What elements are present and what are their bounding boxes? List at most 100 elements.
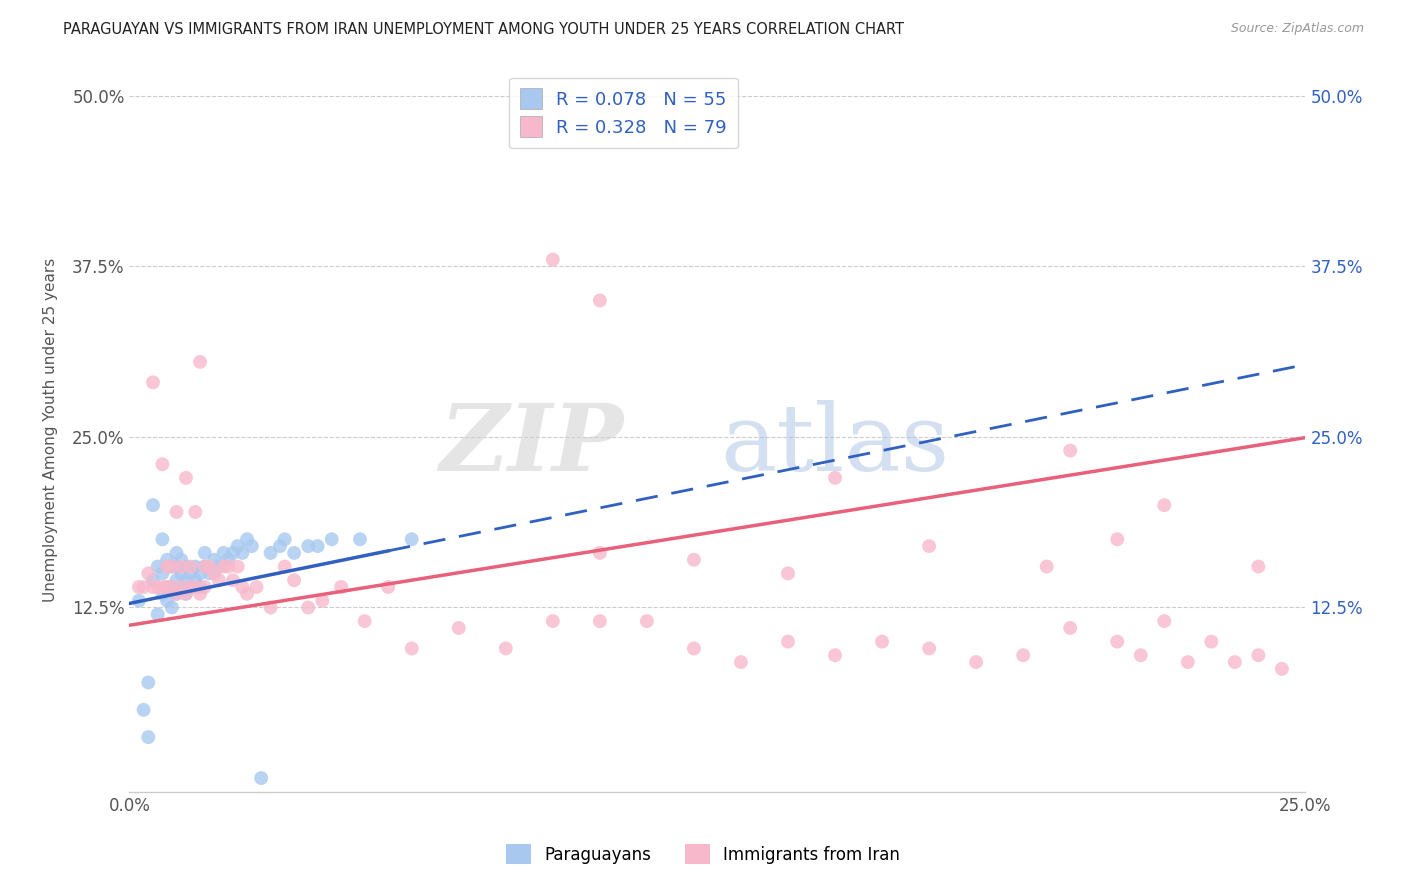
Point [1107,533,1129,547]
Point [231,546,253,560]
Point [146,607,169,622]
Y-axis label: Unemployment Among Youth under 25 years: Unemployment Among Youth under 25 years [44,258,58,602]
Point [918,539,941,553]
Point [824,471,846,485]
Point [152,566,174,581]
Point [166,505,188,519]
Point [1107,634,1129,648]
Point [198,559,221,574]
Point [184,580,207,594]
Point [142,573,165,587]
Point [174,573,197,587]
Point [222,546,245,560]
Point [202,566,225,581]
Point [166,573,188,587]
Point [180,580,202,594]
Point [259,546,281,560]
Legend: Paraguayans, Immigrants from Iran: Paraguayans, Immigrants from Iran [499,838,907,871]
Point [136,675,159,690]
Point [231,580,253,594]
Point [146,559,169,574]
Point [824,648,846,663]
Point [184,573,207,587]
Point [136,566,159,581]
Point [236,587,259,601]
Point [208,573,231,587]
Point [217,559,239,574]
Point [174,471,197,485]
Point [269,539,291,553]
Point [250,771,273,785]
Point [160,559,183,574]
Point [589,546,612,560]
Point [142,580,165,594]
Point [240,539,263,553]
Point [174,559,197,574]
Legend: R = 0.078   N = 55, R = 0.328   N = 79: R = 0.078 N = 55, R = 0.328 N = 79 [509,78,738,148]
Point [683,641,706,656]
Point [212,559,235,574]
Point [156,559,179,574]
Point [1035,559,1057,574]
Point [170,553,193,567]
Point [152,457,174,471]
Point [152,587,174,601]
Point [160,559,183,574]
Point [1153,498,1175,512]
Point [160,580,183,594]
Point [166,559,188,574]
Point [377,580,399,594]
Point [142,376,165,390]
Point [918,641,941,656]
Point [136,730,159,744]
Point [208,559,231,574]
Point [1059,443,1081,458]
Point [156,593,179,607]
Point [311,593,333,607]
Point [401,533,423,547]
Point [236,533,259,547]
Point [166,546,188,560]
Text: Source: ZipAtlas.com: Source: ZipAtlas.com [1230,22,1364,36]
Point [273,533,295,547]
Point [1129,648,1152,663]
Point [217,553,239,567]
Point [152,533,174,547]
Point [297,600,319,615]
Point [226,559,249,574]
Point [156,580,179,594]
Point [776,566,799,581]
Point [188,566,211,581]
Point [447,621,470,635]
Point [307,539,329,553]
Point [128,593,150,607]
Point [965,655,987,669]
Point [1201,634,1223,648]
Point [188,355,211,369]
Point [683,553,706,567]
Point [730,655,752,669]
Point [194,559,217,574]
Point [170,559,193,574]
Point [170,580,193,594]
Point [495,641,517,656]
Point [870,634,893,648]
Point [194,580,217,594]
Point [128,580,150,594]
Point [541,614,564,628]
Point [180,580,202,594]
Point [273,559,295,574]
Point [184,505,207,519]
Text: ZIP: ZIP [439,400,623,490]
Point [1153,614,1175,628]
Point [636,614,658,628]
Point [156,553,179,567]
Point [174,587,197,601]
Point [170,580,193,594]
Point [188,580,211,594]
Point [202,553,225,567]
Text: atlas: atlas [720,400,949,490]
Point [401,641,423,656]
Point [541,252,564,267]
Point [152,580,174,594]
